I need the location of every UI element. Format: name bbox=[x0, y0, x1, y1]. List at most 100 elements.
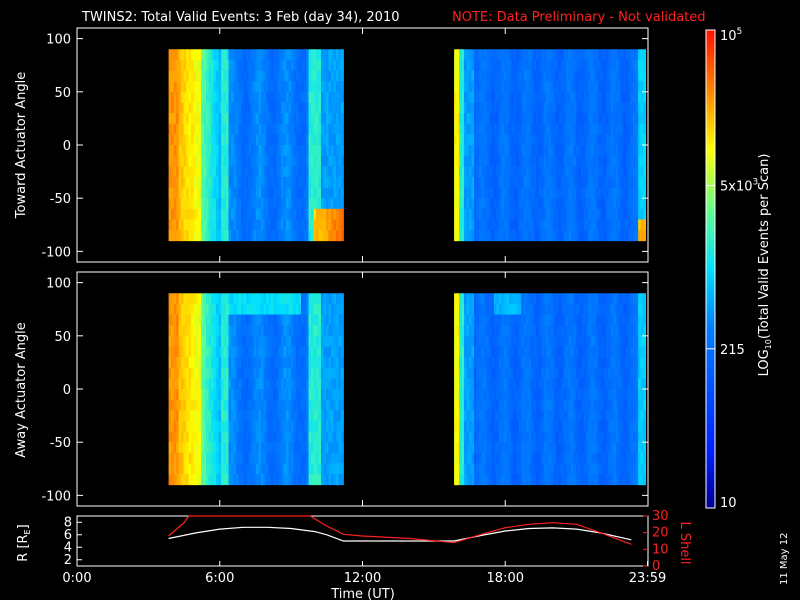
heatmap-cell bbox=[305, 452, 309, 464]
heatmap-cell bbox=[506, 346, 510, 358]
heatmap-cell bbox=[580, 81, 584, 93]
heatmap-cell bbox=[583, 346, 587, 358]
heatmap-cell bbox=[583, 293, 587, 305]
heatmap-cell bbox=[266, 49, 269, 61]
heatmap-cell bbox=[643, 70, 647, 82]
heatmap-cell bbox=[176, 367, 179, 379]
heatmap-cell bbox=[221, 410, 224, 422]
heatmap-cell bbox=[476, 442, 480, 454]
heatmap-cell bbox=[533, 198, 537, 210]
heatmap-cell bbox=[181, 91, 184, 103]
heatmap-cell bbox=[226, 134, 229, 146]
heatmap-cell bbox=[575, 474, 579, 486]
heatmap-cell bbox=[508, 420, 512, 432]
heatmap-cell bbox=[206, 357, 209, 369]
heatmap-cell bbox=[481, 367, 485, 379]
heatmap-cell bbox=[459, 378, 462, 390]
heatmap-cell bbox=[551, 452, 554, 464]
heatmap-cell bbox=[266, 399, 269, 411]
heatmap-cell bbox=[528, 49, 532, 61]
heatmap-cell bbox=[464, 166, 467, 178]
heatmap-cell bbox=[216, 102, 219, 114]
heatmap-cell bbox=[518, 463, 522, 475]
heatmap-cell bbox=[638, 198, 642, 210]
heatmap-cell bbox=[298, 166, 302, 178]
heatmap-cell bbox=[523, 187, 527, 199]
heatmap-cell bbox=[585, 134, 589, 146]
heatmap-cell bbox=[298, 145, 302, 157]
heatmap-cell bbox=[488, 303, 492, 315]
heatmap-cell bbox=[633, 187, 637, 199]
heatmap-cell bbox=[561, 389, 564, 401]
heatmap-cell bbox=[283, 59, 287, 71]
heatmap-cell bbox=[221, 314, 224, 326]
heatmap-cell bbox=[588, 123, 592, 135]
heatmap-cell bbox=[548, 431, 552, 443]
heatmap-cell bbox=[251, 420, 254, 432]
heatmap-cell bbox=[271, 198, 274, 210]
heatmap-cell bbox=[501, 474, 505, 486]
heatmap-cell bbox=[571, 325, 574, 337]
heatmap-cell bbox=[513, 230, 517, 242]
heatmap-cell bbox=[318, 59, 322, 71]
heatmap-cell bbox=[518, 389, 522, 401]
heatmap-cell bbox=[203, 219, 207, 231]
heatmap-cell bbox=[168, 463, 172, 475]
heatmap-cell bbox=[640, 166, 644, 178]
heatmap-cell bbox=[553, 303, 557, 315]
heatmap-cell bbox=[168, 474, 172, 486]
heatmap-cell bbox=[459, 452, 462, 464]
heatmap-cell bbox=[181, 208, 184, 220]
heatmap-cell bbox=[268, 463, 272, 475]
heatmap-cell bbox=[568, 452, 572, 464]
heatmap-cell bbox=[563, 293, 567, 305]
heatmap-cell bbox=[181, 176, 184, 188]
heatmap-cell bbox=[580, 452, 584, 464]
heatmap-cell bbox=[296, 325, 299, 337]
heatmap-cell bbox=[491, 123, 495, 135]
heatmap-cell bbox=[566, 346, 569, 358]
heatmap-cell bbox=[461, 208, 465, 220]
heatmap-cell bbox=[303, 399, 307, 411]
heatmap-cell bbox=[541, 81, 545, 93]
heatmap-cell bbox=[536, 81, 540, 93]
heatmap-cell bbox=[208, 102, 212, 114]
heatmap-cell bbox=[335, 70, 339, 82]
heatmap-cell bbox=[640, 145, 644, 157]
heatmap-cell bbox=[178, 378, 182, 390]
heatmap-cell bbox=[233, 49, 237, 61]
heatmap-cell bbox=[643, 166, 647, 178]
heatmap-cell bbox=[246, 367, 249, 379]
heatmap-cell bbox=[330, 303, 334, 315]
heatmap-cell bbox=[533, 431, 537, 443]
heatmap-cell bbox=[605, 134, 609, 146]
heatmap-cell bbox=[556, 166, 559, 178]
heatmap-cell bbox=[246, 198, 249, 210]
heatmap-cell bbox=[278, 357, 282, 369]
heatmap-cell bbox=[340, 176, 344, 188]
heatmap-cell bbox=[226, 198, 229, 210]
heatmap-cell bbox=[610, 113, 614, 125]
heatmap-cell bbox=[513, 431, 517, 443]
heatmap-cell bbox=[536, 399, 540, 411]
heatmap-cell bbox=[323, 123, 327, 135]
heatmap-cell bbox=[608, 81, 612, 93]
heatmap-cell bbox=[276, 198, 279, 210]
heatmap-cell bbox=[256, 420, 259, 432]
heatmap-cell bbox=[571, 70, 574, 82]
heatmap-cell bbox=[563, 208, 567, 220]
heatmap-cell bbox=[251, 198, 254, 210]
heatmap-cell bbox=[501, 59, 505, 71]
heatmap-cell bbox=[553, 367, 557, 379]
heatmap-cell bbox=[578, 399, 582, 411]
heatmap-cell bbox=[523, 293, 527, 305]
heatmap-cell bbox=[503, 314, 507, 326]
heatmap-cell bbox=[323, 474, 327, 486]
heatmap-cell bbox=[481, 474, 485, 486]
heatmap-cell bbox=[333, 145, 337, 157]
heatmap-cell bbox=[533, 113, 537, 125]
heatmap-cell bbox=[503, 325, 507, 337]
heatmap-cell bbox=[461, 293, 465, 305]
heatmap-cell bbox=[281, 399, 284, 411]
heatmap-cell bbox=[313, 187, 317, 199]
